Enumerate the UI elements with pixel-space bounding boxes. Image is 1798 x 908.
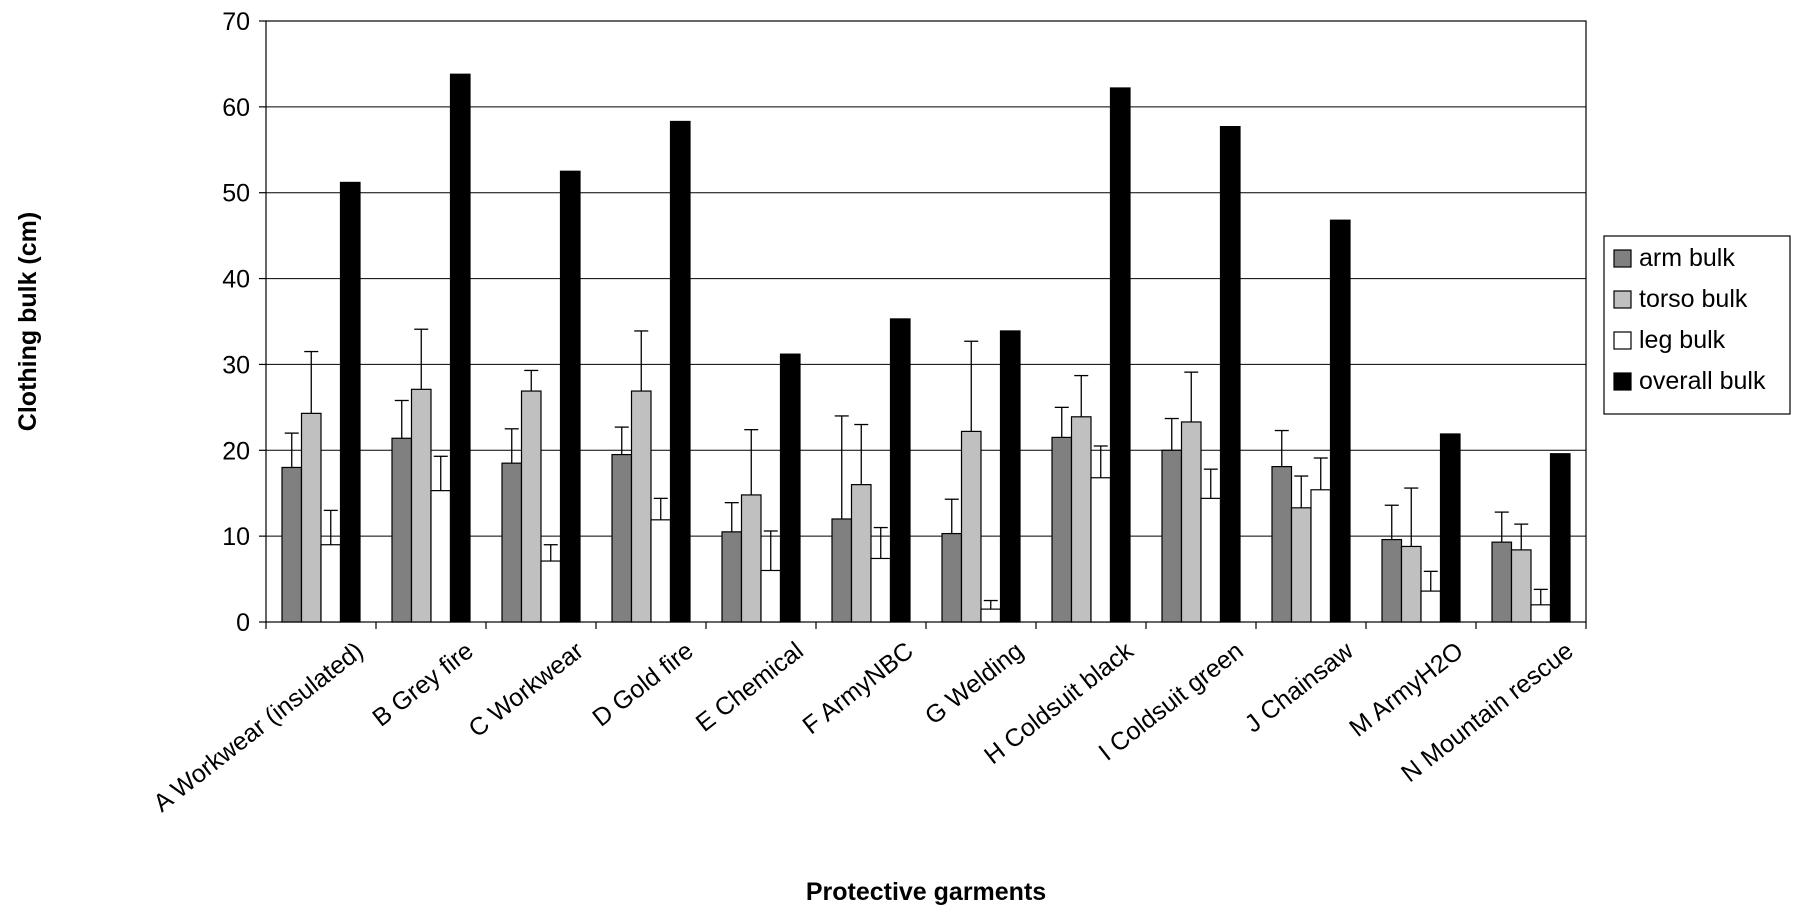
bar-overall-bulk <box>451 74 471 622</box>
bar-leg-bulk <box>871 558 891 622</box>
bar-torso-bulk <box>1402 546 1422 622</box>
x-tick-label: C Workwear <box>463 637 588 743</box>
bar-torso-bulk <box>1512 550 1532 622</box>
y-tick-label: 10 <box>222 523 250 551</box>
bar-arm-bulk <box>392 438 412 622</box>
x-tick-label: A Workwear (insulated) <box>148 637 369 818</box>
legend-swatch <box>1614 332 1631 349</box>
x-tick-label: J Chainsaw <box>1240 636 1360 738</box>
bar-arm-bulk <box>832 519 852 622</box>
bar-overall-bulk <box>1111 88 1131 622</box>
bar-torso-bulk <box>1182 422 1202 622</box>
bar-overall-bulk <box>891 319 911 622</box>
bar-arm-bulk <box>1382 540 1402 622</box>
bar-leg-bulk <box>1531 605 1551 622</box>
bar-arm-bulk <box>1052 437 1072 622</box>
bar-overall-bulk <box>341 182 361 622</box>
x-axis-title: Protective garments <box>806 878 1046 906</box>
x-tick-label: F ArmyNBC <box>797 637 918 740</box>
legend: arm bulk torso bulk leg bulk overall bulk <box>1604 236 1790 414</box>
legend-swatch <box>1614 250 1631 267</box>
bar-torso-bulk <box>742 495 762 622</box>
y-axis-title: Clothing bulk (cm) <box>14 212 42 431</box>
bar-leg-bulk <box>1091 478 1111 622</box>
legend-label: overall bulk <box>1639 367 1766 395</box>
legend-swatch <box>1614 373 1631 390</box>
bar-arm-bulk <box>1272 467 1292 622</box>
bar-arm-bulk <box>1492 542 1512 622</box>
legend-label: leg bulk <box>1639 326 1726 354</box>
bar-leg-bulk <box>1311 490 1331 622</box>
bar-leg-bulk <box>1421 591 1441 622</box>
y-tick-label: 20 <box>222 437 250 465</box>
bar-overall-bulk <box>1001 331 1021 622</box>
bar-torso-bulk <box>1292 508 1312 622</box>
bar-torso-bulk <box>412 389 432 622</box>
bars <box>282 74 1570 622</box>
bar-leg-bulk <box>761 570 781 622</box>
legend-swatch <box>1614 291 1631 308</box>
bar-arm-bulk <box>722 532 742 622</box>
y-tick-label: 70 <box>222 8 250 36</box>
bar-leg-bulk <box>1201 498 1221 622</box>
bar-arm-bulk <box>502 463 522 622</box>
x-tick-label: B Grey fire <box>367 637 478 733</box>
x-tick-label: E Chemical <box>691 637 809 738</box>
bar-arm-bulk <box>942 534 962 622</box>
bar-overall-bulk <box>1441 434 1461 622</box>
bar-overall-bulk <box>1331 220 1351 622</box>
bar-torso-bulk <box>962 431 982 622</box>
bar-overall-bulk <box>671 121 691 622</box>
bar-leg-bulk <box>321 545 341 622</box>
y-tick-label: 40 <box>222 266 250 294</box>
x-tick-label: D Gold fire <box>587 637 698 733</box>
bar-overall-bulk <box>1551 454 1571 622</box>
bar-torso-bulk <box>1072 417 1092 622</box>
x-tick-label: G Welding <box>920 637 1029 731</box>
bar-arm-bulk <box>282 467 302 622</box>
bar-arm-bulk <box>1162 450 1182 622</box>
y-tick-label: 30 <box>222 351 250 379</box>
y-tick-labels: 0 10 20 30 40 50 60 70 <box>222 8 250 637</box>
bar-torso-bulk <box>522 391 542 622</box>
y-tick-label: 50 <box>222 180 250 208</box>
bar-overall-bulk <box>561 171 581 622</box>
legend-label: arm bulk <box>1639 244 1735 272</box>
bar-leg-bulk <box>651 520 671 622</box>
bar-overall-bulk <box>1221 127 1241 622</box>
bar-leg-bulk <box>431 491 451 622</box>
y-tick-label: 60 <box>222 94 250 122</box>
bar-leg-bulk <box>981 609 1001 622</box>
bar-torso-bulk <box>632 391 652 622</box>
bar-torso-bulk <box>302 413 322 622</box>
bar-leg-bulk <box>541 561 561 622</box>
error-bars <box>285 329 1548 609</box>
legend-label: torso bulk <box>1639 285 1748 313</box>
bar-overall-bulk <box>781 354 801 622</box>
bar-torso-bulk <box>852 485 872 622</box>
y-tick-label: 0 <box>236 609 250 637</box>
bar-arm-bulk <box>612 455 632 622</box>
